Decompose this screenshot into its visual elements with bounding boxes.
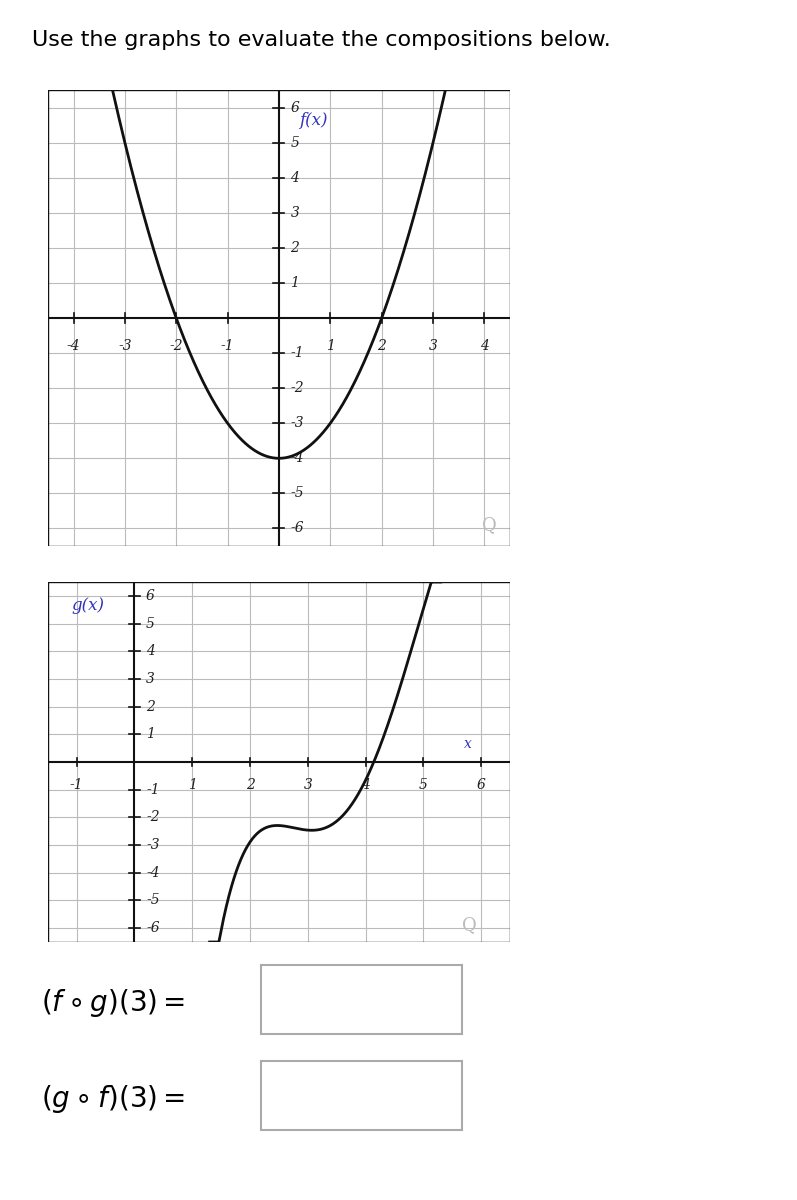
Text: 3: 3 bbox=[429, 338, 438, 353]
Text: 1: 1 bbox=[188, 778, 197, 792]
Text: 3: 3 bbox=[290, 205, 300, 220]
Text: 3: 3 bbox=[304, 778, 312, 792]
Text: 5: 5 bbox=[419, 778, 428, 792]
FancyBboxPatch shape bbox=[261, 966, 462, 1034]
Text: 2: 2 bbox=[377, 338, 386, 353]
Text: 2: 2 bbox=[290, 241, 300, 254]
Text: -1: -1 bbox=[146, 782, 159, 797]
Text: f(x): f(x) bbox=[300, 112, 328, 130]
Text: -2: -2 bbox=[146, 810, 159, 824]
Text: Q: Q bbox=[462, 917, 477, 935]
Text: 6: 6 bbox=[290, 101, 300, 114]
Text: 4: 4 bbox=[146, 644, 155, 659]
Text: 1: 1 bbox=[290, 276, 300, 290]
Text: Q: Q bbox=[482, 516, 497, 534]
Text: 2: 2 bbox=[146, 700, 155, 714]
Text: 1: 1 bbox=[146, 727, 155, 742]
Text: 5: 5 bbox=[290, 136, 300, 150]
Text: -5: -5 bbox=[146, 894, 159, 907]
Text: g(x): g(x) bbox=[71, 596, 104, 613]
Text: -6: -6 bbox=[290, 522, 304, 535]
Text: 4: 4 bbox=[480, 338, 489, 353]
Text: $(g \circ f)(3) =$: $(g \circ f)(3) =$ bbox=[41, 1082, 186, 1115]
Text: Use the graphs to evaluate the compositions below.: Use the graphs to evaluate the compositi… bbox=[32, 30, 611, 50]
Text: -1: -1 bbox=[70, 778, 84, 792]
Text: $(f \circ g)(3) =$: $(f \circ g)(3) =$ bbox=[41, 986, 186, 1019]
FancyBboxPatch shape bbox=[261, 1062, 462, 1130]
Text: 1: 1 bbox=[326, 338, 335, 353]
Text: -6: -6 bbox=[146, 922, 159, 935]
Text: -3: -3 bbox=[146, 838, 159, 852]
Text: 3: 3 bbox=[146, 672, 155, 686]
Text: 4: 4 bbox=[290, 170, 300, 185]
Text: -3: -3 bbox=[118, 338, 132, 353]
Text: -4: -4 bbox=[290, 451, 304, 466]
Text: -2: -2 bbox=[170, 338, 183, 353]
Text: -2: -2 bbox=[290, 382, 304, 395]
Text: 6: 6 bbox=[477, 778, 485, 792]
Text: -3: -3 bbox=[290, 416, 304, 431]
Text: 2: 2 bbox=[245, 778, 254, 792]
Text: -5: -5 bbox=[290, 486, 304, 500]
Text: 6: 6 bbox=[146, 589, 155, 602]
Text: -4: -4 bbox=[67, 338, 80, 353]
Text: 4: 4 bbox=[361, 778, 370, 792]
Text: -4: -4 bbox=[146, 865, 159, 880]
Text: -1: -1 bbox=[290, 346, 304, 360]
Text: x: x bbox=[464, 737, 472, 751]
Text: -1: -1 bbox=[221, 338, 234, 353]
Text: 5: 5 bbox=[146, 617, 155, 630]
